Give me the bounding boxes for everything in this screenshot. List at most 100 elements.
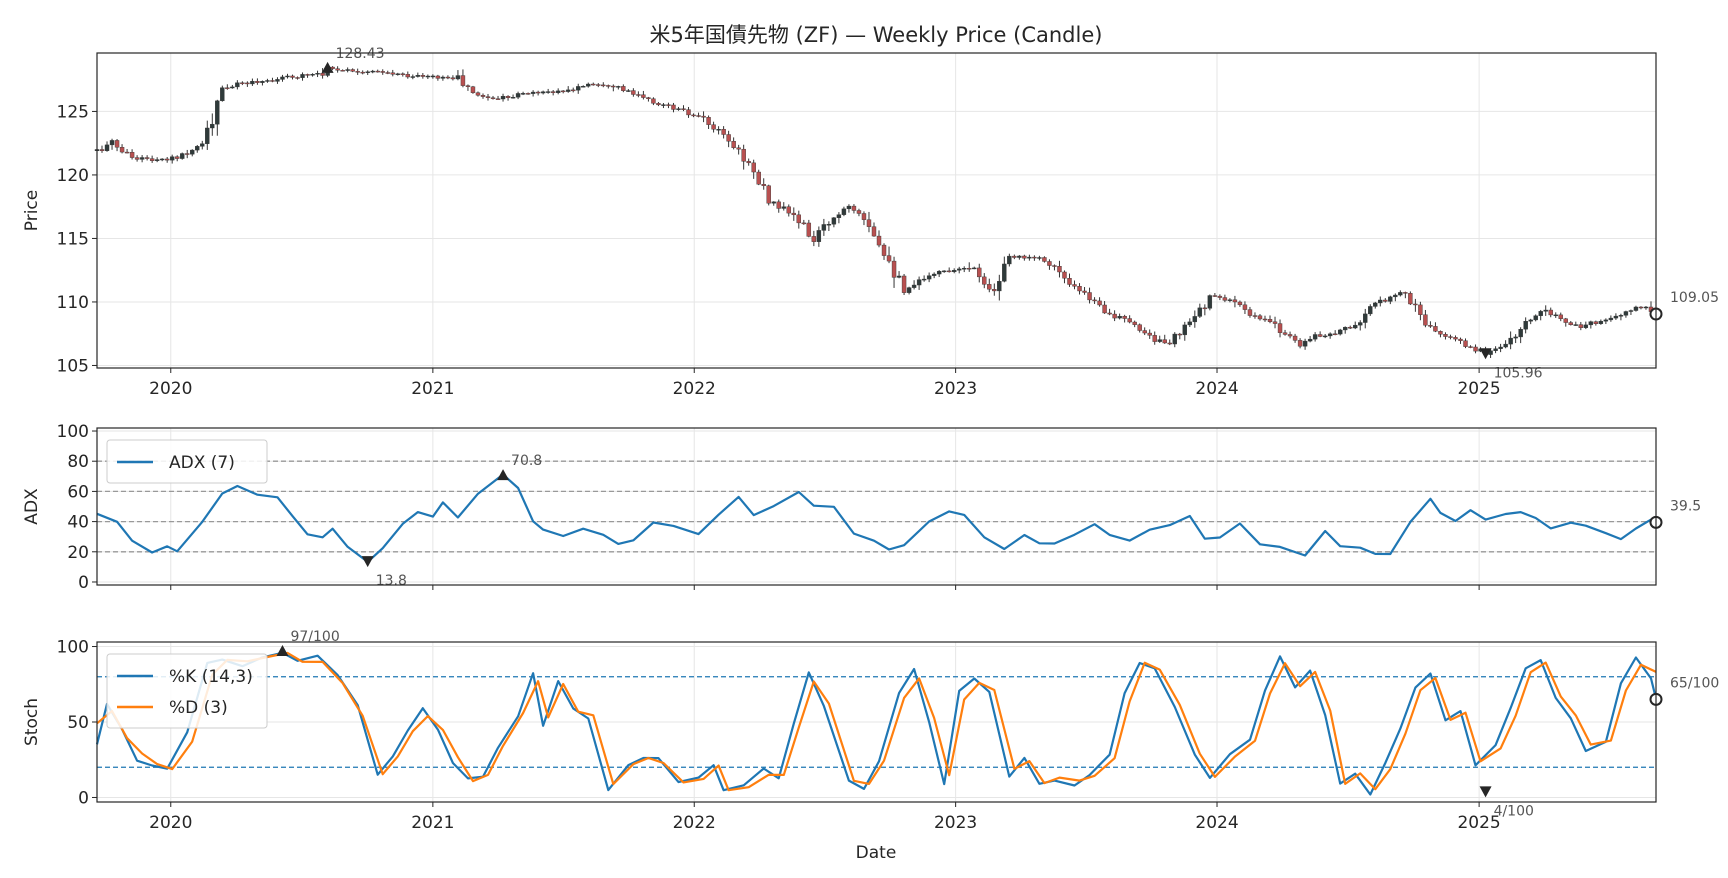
candle-body xyxy=(1588,321,1594,326)
candle-body xyxy=(601,84,606,87)
candle-body xyxy=(1147,332,1152,336)
x-axis-label: Date xyxy=(856,843,897,863)
candle-body xyxy=(525,93,531,95)
candle-body xyxy=(1302,340,1308,347)
x-tick-label: 2020 xyxy=(149,379,192,399)
candle-body xyxy=(1563,318,1568,323)
stoch-low-marker xyxy=(1479,786,1492,798)
candle-body xyxy=(726,134,731,142)
candle-body xyxy=(1458,338,1463,341)
candle-body xyxy=(310,74,315,76)
candle-body xyxy=(1042,257,1047,262)
candle-body xyxy=(330,66,335,69)
candle-body xyxy=(841,208,847,215)
candle-body xyxy=(200,143,205,147)
candle-body xyxy=(756,171,761,185)
candle-body xyxy=(225,87,230,89)
candle-body xyxy=(365,71,370,73)
price-high-marker xyxy=(321,61,334,73)
candle-body xyxy=(265,80,270,82)
candle-body xyxy=(751,162,756,173)
candle-body xyxy=(355,71,360,73)
candle-body xyxy=(275,79,280,82)
candle-body xyxy=(169,156,175,161)
candle-body xyxy=(485,96,491,98)
candle-body xyxy=(1097,300,1102,306)
candle-body xyxy=(982,276,987,285)
candle-body xyxy=(535,91,541,94)
candle-body xyxy=(921,278,927,281)
price-last-label: 109.05 xyxy=(1670,290,1719,306)
candle-body xyxy=(646,97,651,100)
candle-body xyxy=(611,85,616,88)
candle-body xyxy=(901,275,907,293)
price-low-label: 105.96 xyxy=(1494,365,1543,381)
candle-body xyxy=(1177,333,1182,336)
candle-body xyxy=(891,260,897,278)
candle-body xyxy=(1297,340,1303,347)
candle-body xyxy=(1277,323,1283,333)
candle-body xyxy=(1212,295,1218,297)
candle-body xyxy=(350,69,355,72)
candle-body xyxy=(440,76,446,79)
candle-body xyxy=(395,73,400,75)
candle-body xyxy=(390,72,395,75)
candle-body xyxy=(916,279,922,286)
candle-body xyxy=(686,109,691,116)
candle-body xyxy=(696,115,701,117)
candle-body xyxy=(871,226,877,237)
candle-body xyxy=(1453,337,1458,340)
candle-body xyxy=(781,206,786,209)
candle-body xyxy=(1337,329,1343,335)
candle-body xyxy=(154,159,160,161)
candle-body xyxy=(581,86,586,88)
candle-body xyxy=(846,205,852,210)
candle-body xyxy=(1413,303,1418,306)
candle-body xyxy=(1137,324,1142,331)
candle-body xyxy=(796,214,802,224)
candle-body xyxy=(1117,315,1122,319)
candle-body xyxy=(1237,301,1243,306)
candle-body xyxy=(400,73,405,75)
y-tick-label: 40 xyxy=(67,513,89,533)
candle-body xyxy=(606,85,611,87)
legend-entry: %K (14,3) xyxy=(169,667,253,687)
candle-body xyxy=(1057,266,1062,273)
candle-body xyxy=(1373,302,1378,307)
candle-body xyxy=(1202,307,1208,310)
candle-body xyxy=(550,91,556,93)
axes-frame xyxy=(96,427,1657,586)
candle-body xyxy=(1623,311,1629,316)
candle-body xyxy=(997,281,1002,292)
candle-body xyxy=(1052,265,1057,267)
candle-body xyxy=(761,184,766,186)
candle-body xyxy=(1242,304,1248,310)
candle-body xyxy=(1227,299,1233,301)
candle-body xyxy=(1327,333,1333,337)
candle-body xyxy=(1603,319,1609,322)
x-tick-label: 2021 xyxy=(411,813,454,833)
candle-body xyxy=(345,69,350,71)
candle-body xyxy=(911,284,917,288)
candle-body xyxy=(285,75,290,78)
candle-body xyxy=(1127,318,1132,323)
candle-body xyxy=(731,141,736,148)
candle-body xyxy=(505,96,511,98)
candle-body xyxy=(941,270,947,273)
candle-body xyxy=(992,289,997,292)
x-tick-label: 2024 xyxy=(1195,379,1238,399)
candle-body xyxy=(1257,315,1263,320)
candle-body xyxy=(1082,290,1087,293)
series-line-k xyxy=(95,651,1658,796)
candle-body xyxy=(215,100,220,125)
candle-body xyxy=(977,267,982,278)
candle-body xyxy=(656,103,661,106)
candle-body xyxy=(315,73,320,75)
candle-body xyxy=(967,267,972,270)
y-tick-label: 115 xyxy=(57,229,89,249)
candle-body xyxy=(1538,311,1543,316)
candle-body xyxy=(736,147,741,150)
candle-body xyxy=(1132,321,1137,325)
candle-body xyxy=(962,267,967,270)
